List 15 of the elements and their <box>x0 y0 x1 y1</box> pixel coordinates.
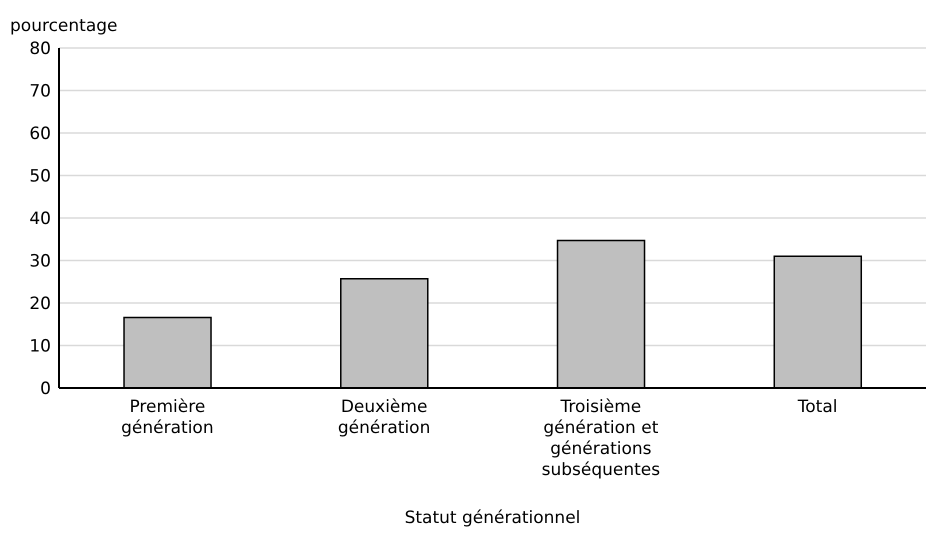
x-tick-label: Deuxième génération <box>338 397 430 438</box>
y-tick-label: 0 <box>40 379 51 400</box>
x-tick-label: Première génération <box>121 397 214 438</box>
y-axis-title: pourcentage <box>10 16 118 36</box>
y-tick-label: 30 <box>29 252 51 272</box>
x-tick-label: Troisième génération et générations subséquentes <box>542 397 660 480</box>
y-tick-label: 10 <box>29 336 51 357</box>
x-tick-label: Total <box>796 397 838 417</box>
y-tick-label: 80 <box>29 39 51 60</box>
x-axis-title: Statut générationnel <box>404 508 582 528</box>
y-tick-label: 60 <box>29 124 51 144</box>
y-tick-label: 50 <box>29 166 51 187</box>
y-tick-label: 20 <box>29 294 51 314</box>
y-tick-label: 40 <box>29 209 51 230</box>
y-tick-label: 70 <box>29 82 51 102</box>
